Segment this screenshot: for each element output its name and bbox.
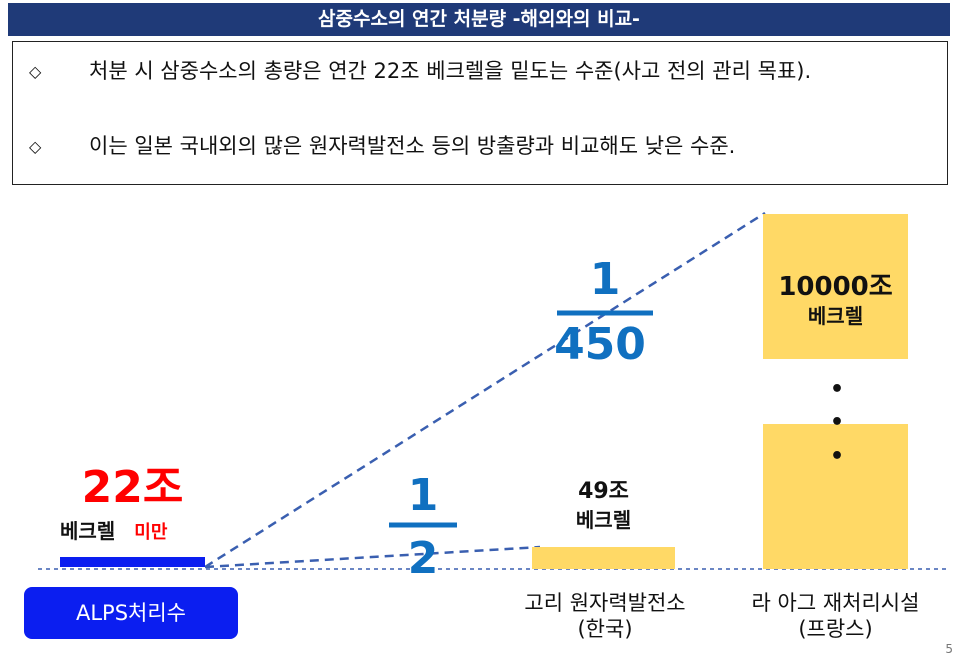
diamond-bullet-icon: ◇	[29, 62, 42, 81]
la-hague-box-bottom	[763, 424, 908, 569]
alps-unit: 베크렐	[60, 519, 116, 543]
fraction-half-numerator: 1	[407, 470, 439, 521]
alps-amount-unit: 베크렐 미만	[60, 518, 220, 544]
ellipsis-dot-icon: •	[829, 444, 845, 469]
la-hague-box-top	[763, 214, 908, 359]
kori-bar	[532, 547, 675, 569]
bullet-text: 이는 일본 국내외의 많은 원자력발전소 등의 방출량과 비교해도 낮은 수준.	[89, 134, 736, 158]
la-hague-country: (프랑스)	[798, 617, 873, 641]
bullet-box: ◇ 처분 시 삼중수소의 총량은 연간 22조 베크렐을 밑도는 수준(사고 전…	[12, 41, 948, 185]
kori-name: 고리 원자력발전소	[524, 591, 686, 615]
kori-unit: 베크렐	[575, 508, 632, 532]
alps-label: ALPS처리수	[24, 587, 238, 639]
fraction-small-numerator: 1	[589, 254, 621, 305]
page-number: 5	[945, 642, 953, 656]
connector-to-kori	[204, 545, 541, 569]
fraction-half-denominator: 2	[407, 533, 439, 584]
kori-amount: 49조	[578, 479, 629, 504]
alps-amount: 22조	[81, 462, 184, 513]
alps-qualifier: 미만	[134, 522, 168, 543]
ellipsis-dot-icon: •	[829, 410, 845, 435]
slide-title: 삼중수소의 연간 처분량 -해외와의 비교-	[8, 3, 950, 36]
la-hague-unit: 베크렐	[807, 304, 864, 328]
diamond-bullet-icon: ◇	[29, 137, 42, 156]
fraction-small-denominator: 450	[554, 319, 646, 370]
alps-bar	[60, 557, 205, 567]
la-hague-amount: 10000조	[778, 272, 893, 302]
kori-country: (한국)	[577, 617, 633, 641]
connector-to-la-hague	[204, 211, 766, 569]
la-hague-name: 라 아그 재처리시설	[751, 591, 920, 615]
bullet-text: 처분 시 삼중수소의 총량은 연간 22조 베크렐을 밑도는 수준(사고 전의 …	[89, 59, 812, 83]
ellipsis-dot-icon: •	[829, 377, 845, 402]
